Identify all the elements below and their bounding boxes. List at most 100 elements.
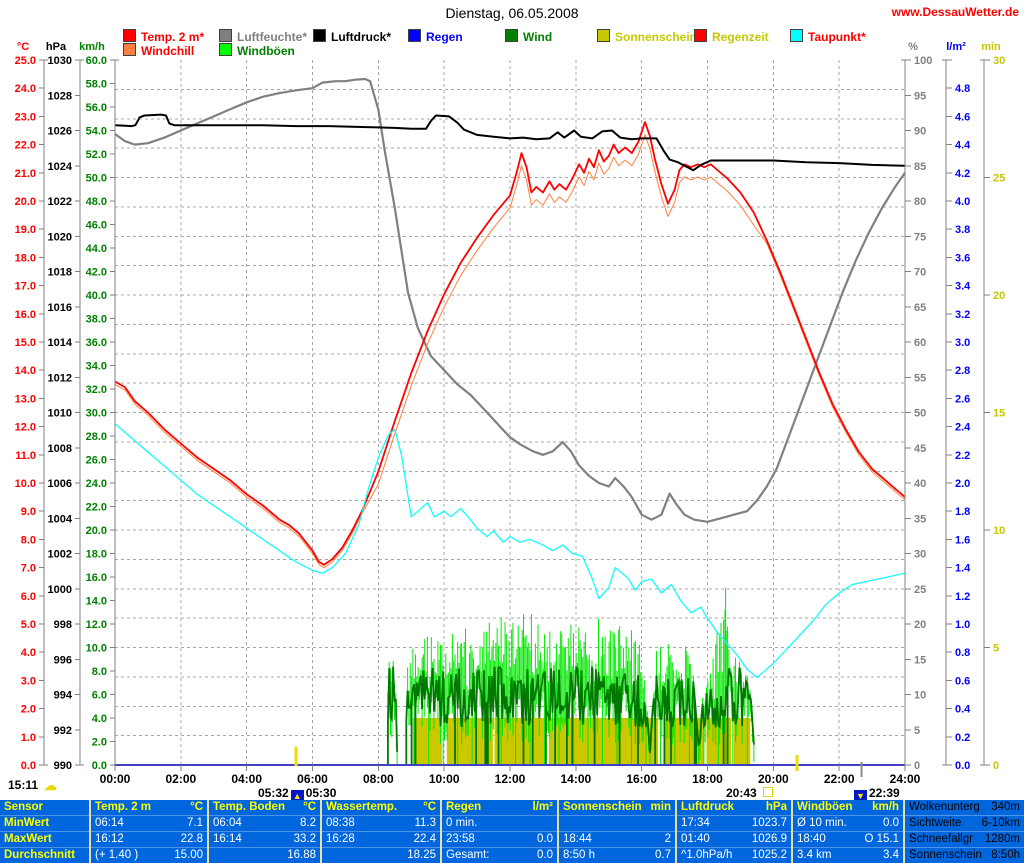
series-wind xyxy=(387,665,755,765)
table-data-row: 16.88 xyxy=(209,847,320,863)
axis-label-degC: 5.0 xyxy=(21,619,36,631)
axis-label-degC: 13.0 xyxy=(15,393,36,405)
axis-label-kmh: 48.0 xyxy=(86,196,107,208)
axis-label-pct: 80 xyxy=(914,196,926,208)
axis-label-lm2: 4.8 xyxy=(955,83,970,95)
legend-item-temp-2-m-: Temp. 2 m* xyxy=(123,29,204,43)
axis-label-lm2: 3.2 xyxy=(955,309,970,321)
table-cell: Regen xyxy=(446,801,482,813)
table-cell: MaxWert xyxy=(4,833,52,845)
axis-label-kmh: 52.0 xyxy=(86,149,107,161)
axis-label-degC: 15.0 xyxy=(15,337,36,349)
site-link[interactable]: www.DessauWetter.de xyxy=(891,5,1019,19)
axis-label-hPa: 1020 xyxy=(48,231,72,243)
axis-label-lm2: 0.0 xyxy=(955,760,970,772)
axis-header-hPa: hPa xyxy=(46,41,67,53)
series-humidity xyxy=(114,77,906,523)
axis-label-lm2: 3.0 xyxy=(955,337,970,349)
axis-label-minax: 5 xyxy=(993,643,999,655)
axis-label-kmh: 40.0 xyxy=(86,290,107,302)
axis-label-degC: 4.0 xyxy=(21,647,36,659)
table-data-row: 17:34 1023.7 xyxy=(677,815,791,831)
table-data-row: Ø 10 min. 0.0 xyxy=(793,815,903,831)
axis-label-minax: 30 xyxy=(993,55,1005,67)
axis-label-hPa: 990 xyxy=(54,760,72,772)
table-cell: Windböen xyxy=(797,801,853,813)
legend-label: Luftfeuchte* xyxy=(237,30,307,44)
axis-label-lm2: 1.6 xyxy=(955,534,970,546)
table-cell: Ø 10 min. xyxy=(797,817,847,829)
table-cell: 0.0 xyxy=(537,849,553,861)
table-cell: 08:38 xyxy=(326,817,355,829)
table-cell: 7.1 xyxy=(187,817,203,829)
x-label: 16:00 xyxy=(626,772,657,786)
cloud-icon: ☁ xyxy=(44,778,58,793)
summary-table: Sensor MinWert MaxWert Durchschnitt Temp. 2 … xyxy=(0,800,1024,863)
axis-label-kmh: 10.0 xyxy=(86,643,107,655)
page-title: Dienstag, 06.05.2008 xyxy=(445,5,579,21)
x-label: 18:00 xyxy=(692,772,723,786)
moon-phase-icon xyxy=(762,787,773,797)
table-data-row: 06:04 8.2 xyxy=(209,815,320,831)
axis-label-lm2: 2.8 xyxy=(955,365,970,377)
axis-label-kmh: 28.0 xyxy=(86,431,107,443)
sunrise-time-b: 05:30 xyxy=(305,786,337,800)
legend-swatch xyxy=(123,29,136,42)
sunrise-icon: ▲ xyxy=(290,790,304,803)
axis-label-hPa: 1002 xyxy=(48,549,72,561)
axis-label-pct: 0 xyxy=(914,760,920,772)
table-cell: 33.2 xyxy=(293,833,316,845)
legend-swatch xyxy=(408,29,421,42)
table-column-sonnenschein: Sonnenschein min 18:44 2 8:50 h 0.7 xyxy=(557,800,675,863)
update-time: 15:11 ☁ xyxy=(8,778,57,794)
axis-label-pct: 50 xyxy=(914,408,926,420)
table-cell: 01:40 xyxy=(681,833,710,845)
table-cell: 1026.9 xyxy=(751,833,787,845)
table-column-sensor: Sensor MinWert MaxWert Durchschnitt xyxy=(0,800,89,863)
table-cell: Gesamt: xyxy=(446,849,490,861)
table-header-row: Temp. Boden °C xyxy=(209,800,320,815)
axis-label-degC: 10.0 xyxy=(15,478,36,490)
table-header-row: Wassertemp. °C xyxy=(322,800,440,815)
legend-item-regenzeit: Regenzeit xyxy=(694,29,769,43)
table-cell: min xyxy=(650,801,671,813)
series-windchill xyxy=(114,134,906,569)
table-cell: 6-10km xyxy=(981,817,1020,829)
table-cell: °C xyxy=(190,801,203,813)
axis-label-kmh: 38.0 xyxy=(86,314,107,326)
axis-label-kmh: 24.0 xyxy=(86,478,107,490)
table-cell: 0.7 xyxy=(655,849,671,861)
legend-item-taupunkt-: Taupunkt* xyxy=(790,29,866,43)
sunshine-bar xyxy=(494,718,546,765)
table-cell: 3.4 xyxy=(883,849,899,861)
axis-label-lm2: 0.4 xyxy=(955,704,971,716)
axis-label-degC: 11.0 xyxy=(15,450,36,462)
axis-label-kmh: 34.0 xyxy=(86,361,107,373)
axis-label-lm2: 4.6 xyxy=(955,111,970,123)
table-cell: 22.8 xyxy=(180,833,203,845)
table-cell: 1025.2 xyxy=(751,849,787,861)
legend-label: Regen xyxy=(426,30,463,44)
table-column-temp-2-m: Temp. 2 m °C 06:14 7.1 16:12 22.8 (+ 1.40 ) 15.… xyxy=(89,800,207,863)
table-cell: 17:34 xyxy=(681,817,710,829)
axis-label-minax: 10 xyxy=(993,525,1005,537)
axis-label-minax: 25 xyxy=(993,173,1005,185)
axis-label-lm2: 1.4 xyxy=(955,563,971,575)
legend-item-windchill: Windchill xyxy=(123,43,194,57)
legend-swatch xyxy=(790,29,803,42)
table-cell: 16.88 xyxy=(287,849,316,861)
table-cell: MinWert xyxy=(4,817,50,829)
legend-swatch xyxy=(597,29,610,42)
legend-label: Sonnenschein xyxy=(615,30,698,44)
table-column-regen: Regen l/m² 0 min. 23:58 0.0 Gesamt: 0.0 xyxy=(440,800,557,863)
legend-swatch xyxy=(313,29,326,42)
table-data-row: Gesamt: 0.0 xyxy=(442,847,557,863)
axis-label-kmh: 6.0 xyxy=(92,690,107,702)
axis-label-degC: 7.0 xyxy=(21,563,36,575)
axis-label-lm2: 3.8 xyxy=(955,224,970,236)
table-cell: ^1.0hPa/h xyxy=(681,849,733,861)
axis-label-kmh: 54.0 xyxy=(86,126,107,138)
sunset-time: 20:43 xyxy=(726,786,757,800)
axis-label-kmh: 18.0 xyxy=(86,549,107,561)
